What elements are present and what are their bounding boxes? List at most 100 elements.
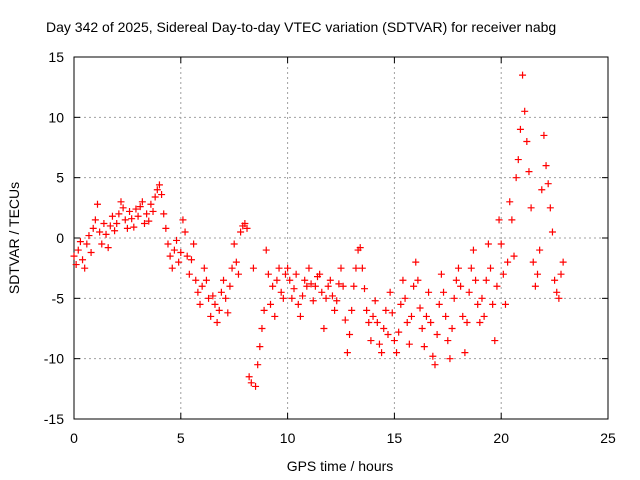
data-point [160, 210, 168, 218]
data-point [98, 240, 106, 248]
data-point [301, 276, 309, 284]
data-point [149, 207, 157, 215]
data-point [465, 288, 473, 296]
data-point [286, 276, 294, 284]
data-point [516, 125, 524, 133]
data-point [397, 300, 405, 308]
data-point [457, 282, 465, 290]
data-point [346, 331, 354, 339]
data-point [523, 137, 531, 145]
data-point [384, 331, 392, 339]
data-point [132, 205, 140, 213]
data-point [275, 264, 283, 272]
data-point [290, 285, 298, 293]
data-point [328, 292, 336, 300]
data-point [497, 240, 505, 248]
data-point [292, 270, 300, 278]
data-point [267, 300, 275, 308]
data-point [303, 282, 311, 290]
data-point [181, 228, 189, 236]
data-point [350, 282, 358, 290]
data-point [487, 264, 495, 272]
data-point [220, 276, 228, 284]
y-tick-label: 0 [56, 230, 64, 246]
data-point [534, 270, 542, 278]
data-point [87, 248, 95, 256]
data-point [100, 220, 108, 228]
data-point [217, 288, 225, 296]
data-point [403, 318, 411, 326]
data-point [401, 294, 409, 302]
data-point [440, 288, 448, 296]
data-point [484, 240, 492, 248]
data-point [333, 297, 341, 305]
x-tick-labels: 0 5 10 15 20 25 [70, 430, 616, 446]
data-point [262, 246, 270, 254]
data-point [232, 258, 240, 266]
data-point [378, 349, 386, 357]
data-point [493, 282, 501, 290]
data-point [277, 288, 285, 296]
data-point [382, 306, 390, 314]
data-point [245, 373, 253, 381]
data-point [108, 212, 116, 220]
y-axis-label: SDTVAR / TECUs [6, 182, 22, 294]
data-point [175, 258, 183, 266]
data-point [422, 312, 430, 320]
x-tick-label: 20 [493, 430, 509, 446]
data-point [130, 223, 138, 231]
data-point [551, 276, 559, 284]
data-point [454, 264, 462, 272]
data-point [164, 240, 172, 248]
data-point [207, 312, 215, 320]
x-axis-label: GPS time / hours [287, 458, 394, 474]
data-point [96, 228, 104, 236]
y-tick-label: 15 [48, 49, 64, 65]
data-point [91, 216, 99, 224]
data-point [427, 318, 435, 326]
data-point [254, 361, 262, 369]
data-point [190, 240, 198, 248]
data-point [371, 297, 379, 305]
data-point [510, 252, 518, 260]
data-point [504, 258, 512, 266]
data-point [352, 264, 360, 272]
data-point [296, 312, 304, 320]
data-point [373, 318, 381, 326]
data-point [491, 337, 499, 345]
data-point [461, 349, 469, 357]
data-point [525, 168, 533, 176]
data-point [158, 191, 166, 199]
data-point [433, 331, 441, 339]
data-point [386, 288, 394, 296]
data-point [548, 228, 556, 236]
data-point [546, 204, 554, 212]
data-point [331, 306, 339, 314]
data-point [369, 312, 377, 320]
data-point [489, 300, 497, 308]
data-point [506, 198, 514, 206]
data-point [309, 297, 317, 305]
data-point [531, 282, 539, 290]
data-point [209, 292, 217, 300]
data-point [226, 282, 234, 290]
data-point [360, 285, 368, 293]
data-point [420, 343, 428, 351]
data-point [117, 198, 125, 206]
data-point [179, 216, 187, 224]
data-point [363, 306, 371, 314]
data-point [104, 244, 112, 252]
data-point [390, 337, 398, 345]
data-point [243, 224, 251, 232]
y-tick-label: -5 [52, 290, 65, 306]
data-point [258, 325, 266, 332]
data-point [324, 282, 332, 290]
data-point [215, 306, 223, 314]
data-point [213, 318, 221, 326]
data-point [542, 162, 550, 170]
data-point [495, 216, 503, 224]
data-point [418, 325, 426, 332]
data-point [337, 264, 345, 272]
data-point [316, 270, 324, 278]
data-point [200, 264, 208, 272]
